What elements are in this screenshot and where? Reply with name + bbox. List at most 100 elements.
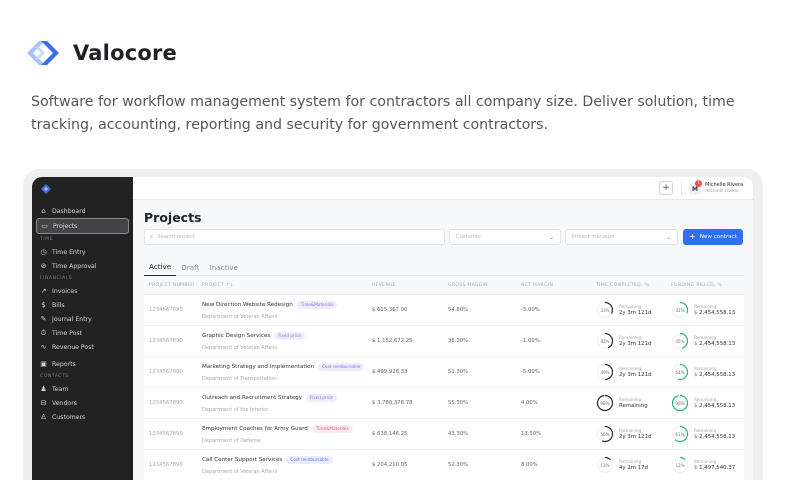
- search-box[interactable]: ⌕: [144, 229, 445, 245]
- app-logo-icon: [41, 184, 51, 194]
- section-label-time: TIME: [40, 237, 54, 242]
- remaining-label: Remaining: [619, 397, 642, 402]
- table-row[interactable]: 1234567890 Marketing Strategy and Implem…: [144, 357, 744, 388]
- project-name[interactable]: New Direction Website Redesign: [202, 301, 293, 308]
- time-completed: 43% Remaining 2y 3m 121d: [596, 332, 671, 350]
- department: Department of Defense: [202, 437, 261, 444]
- project-name[interactable]: Call Center Support Services: [202, 456, 283, 463]
- funding-remaining: $ 1,497,540.37: [694, 465, 736, 471]
- col-net-margin[interactable]: NET MARGIN: [521, 283, 554, 288]
- funding-remaining: $ 2,454,558.13: [694, 372, 736, 378]
- sidebar-item-time-approval[interactable]: ⊘ Time Approval: [36, 259, 129, 273]
- col-funding-billed[interactable]: FUNDING BILLED, %: [671, 283, 723, 288]
- contract-type-badge: Fixed price: [274, 331, 305, 340]
- tab-active[interactable]: Active: [144, 258, 177, 276]
- dollar-sign: $: [694, 465, 700, 471]
- col-revenue[interactable]: REVENUE: [372, 283, 396, 288]
- sidebar-item-label: Revenue Post: [52, 343, 94, 351]
- notification-badge[interactable]: 1: [695, 180, 702, 187]
- project-name[interactable]: Employment Coaches for Army Guard: [202, 425, 308, 432]
- sidebar-item-label: Projects: [53, 222, 78, 230]
- sidebar-item-label: Bills: [52, 301, 65, 309]
- tab-inactive[interactable]: Inactive: [209, 262, 238, 272]
- sidebar: ⌂ Dashboard ▭ Projects TIME ◷ Time Entry…: [32, 177, 133, 480]
- department: Department of Transportation: [202, 375, 277, 382]
- search-input[interactable]: [157, 234, 418, 240]
- sidebar-item-reports[interactable]: ▣ Reports: [36, 357, 129, 371]
- contract-type-badge: Cost reimbursable: [318, 362, 365, 371]
- net-margin: 8.00%: [521, 462, 538, 468]
- gross-margin: 36.30%: [448, 338, 469, 344]
- top-bar: + M 1 Michelle Rivera michelle.rivera...: [133, 177, 753, 200]
- revenue: $ 638,146.25: [372, 431, 408, 437]
- sidebar-item-label: Dashboard: [52, 207, 86, 215]
- gross-margin: 55.30%: [448, 400, 469, 406]
- remaining-label: Remaining: [619, 335, 642, 340]
- sidebar-item-time-post[interactable]: ⏱ Time Post: [36, 326, 129, 340]
- sidebar-item-vendors[interactable]: ⊟ Vendors: [36, 396, 129, 410]
- project-name[interactable]: Marketing Strategy and Implementation: [202, 363, 315, 370]
- table-row[interactable]: 1234567890 New Direction Website Redesig…: [144, 295, 744, 326]
- col-time-completed[interactable]: TIME COMPLETED, %: [596, 283, 650, 288]
- department: Department of the Interior: [202, 406, 269, 413]
- remaining-label: Remaining: [619, 304, 642, 309]
- col-project[interactable]: PROJECT ↑↓: [202, 283, 235, 288]
- revenue: $ 615,367.00: [372, 307, 408, 313]
- main-content: Projects ⌕ Customer ⌄ Project manager ⌄ …: [133, 200, 753, 480]
- sidebar-item-invoices[interactable]: ↗ Invoices: [36, 284, 129, 298]
- funding-progress-ring-icon: 32%: [671, 301, 689, 319]
- sidebar-item-projects[interactable]: ▭ Projects: [36, 218, 129, 234]
- journal-edit-icon: ✎: [40, 315, 47, 323]
- sidebar-item-bills[interactable]: $ Bills: [36, 298, 129, 312]
- divider: [681, 181, 682, 196]
- quick-add-button[interactable]: +: [659, 181, 673, 195]
- customer-select[interactable]: Customer ⌄: [449, 229, 561, 245]
- department: Department of Veteran Affairs: [202, 468, 278, 475]
- project-cell: New Direction Website Redesign Time&Mate…: [202, 300, 372, 320]
- revenue: $ 499,928.33: [372, 369, 408, 375]
- sidebar-item-label: Time Entry: [52, 248, 86, 256]
- time-remaining: Remaining: [619, 403, 648, 409]
- sidebar-item-customers[interactable]: ♙ Customers: [36, 410, 129, 424]
- table-row[interactable]: 1234567890 Call Center Support Services …: [144, 450, 744, 480]
- dollar-circle-icon: $: [41, 301, 46, 309]
- time-pct: 98%: [600, 400, 610, 406]
- user-icon: ♙: [40, 413, 47, 421]
- table-header: PROJECT NUMBER PROJECT ↑↓ REVENUE GROSS …: [144, 277, 744, 295]
- revenue: $ 204,210.05: [372, 462, 408, 468]
- time-remaining: 2y 3m 121d: [619, 310, 652, 316]
- tab-draft[interactable]: Draft: [181, 262, 200, 272]
- col-project-number[interactable]: PROJECT NUMBER: [149, 283, 195, 288]
- sidebar-item-revenue-post[interactable]: ∿ Revenue Post: [36, 340, 129, 354]
- remaining-label: Remaining: [694, 397, 717, 402]
- revenue: $ 3,780,378.78: [372, 400, 413, 406]
- new-contract-button[interactable]: + New contract: [683, 229, 743, 245]
- net-margin: -3.00%: [521, 307, 540, 313]
- sidebar-item-time-entry[interactable]: ◷ Time Entry: [36, 245, 129, 259]
- project-name[interactable]: Graphic Design Services: [202, 332, 271, 339]
- contract-type-badge: Time&Materials: [311, 424, 353, 433]
- sidebar-item-journal-entry[interactable]: ✎ Journal Entry: [36, 312, 129, 326]
- revenue-icon: ∿: [40, 343, 47, 351]
- project-number: 1234567890: [149, 462, 183, 468]
- remaining-label: Remaining: [694, 304, 717, 309]
- project-number: 1234567890: [149, 431, 183, 437]
- sidebar-item-dashboard[interactable]: ⌂ Dashboard: [36, 204, 129, 218]
- table-row[interactable]: 1234567890 Outreach and Recruitment Stra…: [144, 388, 744, 419]
- project-number: 1234567890: [149, 369, 183, 375]
- col-gross-margin[interactable]: GROSS MARGIN: [448, 283, 488, 288]
- time-completed: 56% Remaining 2y 3m 121d: [596, 425, 671, 443]
- folder-icon: ▭: [41, 222, 48, 230]
- project-name[interactable]: Outreach and Recruitment Strategy: [202, 394, 303, 401]
- project-manager-select[interactable]: Project manager ⌄: [565, 229, 678, 245]
- sidebar-item-label: Customers: [52, 413, 86, 421]
- user-name[interactable]: Michelle Rivera: [705, 182, 744, 188]
- table-row[interactable]: 1234567890 Graphic Design Services Fixed…: [144, 326, 744, 357]
- time-pct: 49%: [600, 369, 610, 375]
- manager-select-placeholder: Project manager: [572, 234, 615, 240]
- funding-pct: 96%: [675, 400, 685, 406]
- sidebar-item-team[interactable]: ♟ Team: [36, 382, 129, 396]
- report-icon: ▣: [40, 360, 47, 368]
- table-row[interactable]: 1234567890 Employment Coaches for Army G…: [144, 419, 744, 450]
- funding-remaining: $ 2,454,558.13: [694, 403, 736, 409]
